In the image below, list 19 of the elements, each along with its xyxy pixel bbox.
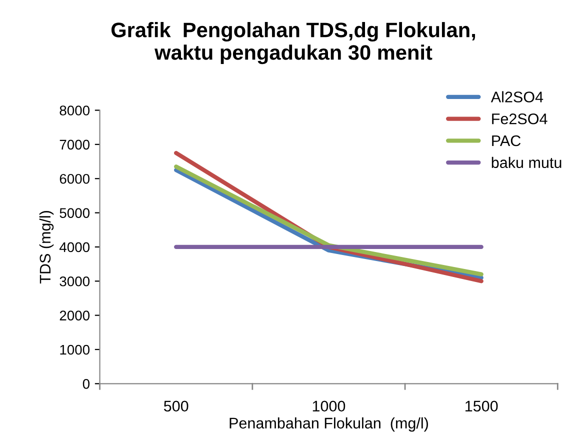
y-tick-label: 2000 [60, 310, 90, 320]
legend-label: baku mutu [492, 156, 562, 168]
y-tick-label: 4000 [59, 242, 90, 252]
y-tick-label: 5000 [60, 208, 90, 218]
y-axis-title: TDS (mg/l) [39, 210, 54, 284]
chart-title: Grafik Pengolahan TDS,dg Flokulan, waktu pengadukan 30 menit [111, 22, 476, 64]
y-tick-label: 1000 [60, 344, 90, 355]
legend-label: PAC [492, 135, 521, 146]
legend-label: Fe2SO4 [492, 113, 548, 124]
x-tick-label: 1500 [466, 400, 498, 412]
x-tick-label: 500 [164, 400, 188, 412]
x-tick-label: 1000 [312, 400, 346, 412]
y-tick-label: 8000 [60, 106, 90, 116]
legend-label: Al2SO4 [490, 91, 544, 102]
y-tick-label: 0 [82, 379, 90, 389]
y-tick-label: 7000 [60, 140, 90, 150]
y-tick-label: 3000 [60, 276, 90, 286]
y-tick-label: 6000 [60, 174, 90, 184]
x-axis-title: Penambahan Flokulan (mg/l) [230, 417, 428, 432]
